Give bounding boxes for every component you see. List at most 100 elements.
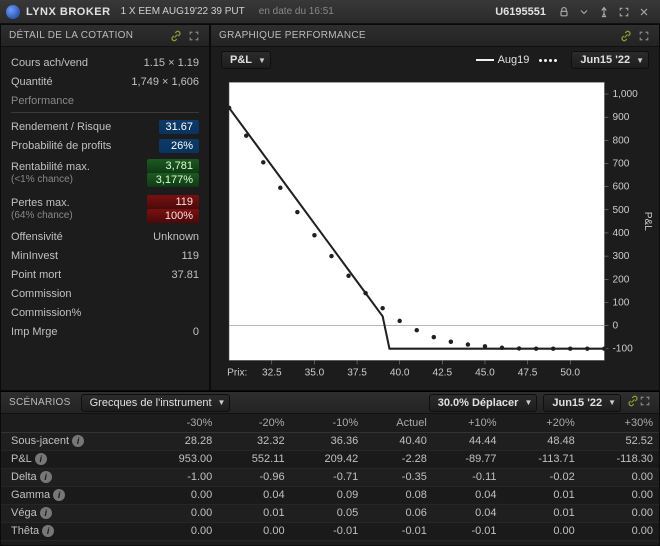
svg-text:40.0: 40.0: [390, 367, 410, 378]
bid-ask-label: Cours ach/vend: [11, 57, 88, 69]
table-cell: 0.04: [433, 504, 503, 522]
row-label: Thêtai: [1, 522, 145, 540]
table-cell: 52.52: [581, 432, 659, 450]
svg-text:-100: -100: [612, 344, 633, 355]
table-cell: -0.02: [503, 468, 581, 486]
table-header: +10%: [433, 414, 503, 432]
table-cell: 0.09: [291, 486, 365, 504]
date-dropdown[interactable]: Jun15 '22▼: [571, 51, 649, 69]
row-label: P&Li: [1, 450, 145, 468]
link-icon[interactable]: [627, 395, 639, 410]
table-cell: 40.40: [364, 432, 433, 450]
row-label: Végai: [1, 504, 145, 522]
table-cell: 0.01: [218, 504, 290, 522]
table-header: +20%: [503, 414, 581, 432]
svg-text:47.5: 47.5: [518, 367, 538, 378]
perf-value: 26%: [159, 139, 199, 153]
info-icon[interactable]: i: [40, 507, 52, 519]
svg-text:500: 500: [612, 205, 629, 216]
perf-value: 119: [181, 250, 199, 262]
pnl-chart: 1,0009008007006005004003002001000-100P&L…: [217, 73, 653, 390]
quantity-value: 1,749 × 1,606: [131, 76, 199, 88]
pin-icon[interactable]: [596, 4, 612, 20]
lock-icon[interactable]: [556, 4, 572, 20]
table-cell: 0.00: [503, 522, 581, 540]
table-cell: 0.06: [364, 504, 433, 522]
table-cell: 32.32: [218, 432, 290, 450]
table-cell: 0.00: [145, 504, 219, 522]
timestamp-label: en date du 16:51: [259, 6, 334, 17]
info-icon[interactable]: i: [42, 525, 54, 537]
svg-text:35.0: 35.0: [305, 367, 325, 378]
series-dropdown[interactable]: P&L▼: [221, 51, 271, 69]
table-header: -20%: [218, 414, 290, 432]
table-header: -30%: [145, 414, 219, 432]
link-icon[interactable]: [619, 29, 633, 43]
panel-expand-icon[interactable]: [187, 29, 201, 43]
svg-text:Prix:: Prix:: [227, 367, 247, 378]
table-cell: 0.00: [581, 522, 659, 540]
table-row: P&Li953.00552.11209.42-2.28-89.77-113.71…: [1, 450, 659, 468]
table-row: Thêtai0.000.00-0.01-0.01-0.010.000.00: [1, 522, 659, 540]
move-dropdown[interactable]: 30.0% Déplacer▼: [429, 394, 538, 412]
table-header: +30%: [581, 414, 659, 432]
perf-value: 0: [193, 326, 199, 338]
panel-expand-icon[interactable]: [639, 395, 651, 410]
greeks-dropdown[interactable]: Grecques de l'instrument▼: [81, 394, 231, 412]
row-label: Sous-jacenti: [1, 432, 145, 450]
table-cell: 0.01: [503, 504, 581, 522]
table-cell: 209.42: [291, 450, 365, 468]
table-header: Actuel: [364, 414, 433, 432]
scenarios-table: -30%-20%-10%Actuel+10%+20%+30%Sous-jacen…: [1, 414, 659, 541]
expand-icon[interactable]: [616, 4, 632, 20]
scenarios-title: SCÉNARIOS: [9, 397, 71, 408]
scenario-date-dropdown[interactable]: Jun15 '22▼: [543, 394, 621, 412]
chart-panel-title: GRAPHIQUE PERFORMANCE: [219, 30, 366, 41]
info-icon[interactable]: i: [72, 435, 84, 447]
table-row: Deltai-1.00-0.96-0.71-0.35-0.11-0.020.00: [1, 468, 659, 486]
table-cell: -2.28: [364, 450, 433, 468]
perf-row: Point mort37.81: [11, 265, 199, 284]
svg-text:200: 200: [612, 274, 629, 285]
table-cell: -0.96: [218, 468, 290, 486]
svg-text:50.0: 50.0: [560, 367, 580, 378]
table-cell: 28.28: [145, 432, 219, 450]
table-cell: 0.04: [218, 486, 290, 504]
perf-label: Point mort: [11, 269, 61, 281]
legend-dotted: [539, 59, 561, 62]
legend-solid: Aug19: [476, 54, 530, 66]
panel-expand-icon[interactable]: [637, 29, 651, 43]
perf-value: Unknown: [153, 231, 199, 243]
table-cell: -118.30: [581, 450, 659, 468]
instrument-label: 1 X EEM AUG19'22 39 PUT: [121, 6, 245, 17]
table-header: [1, 414, 145, 432]
table-cell: -1.00: [145, 468, 219, 486]
svg-text:37.5: 37.5: [347, 367, 367, 378]
close-icon[interactable]: [636, 4, 652, 20]
svg-text:300: 300: [612, 251, 629, 262]
chevron-down-icon[interactable]: [576, 4, 592, 20]
perf-label: MinInvest: [11, 250, 58, 262]
svg-text:800: 800: [612, 135, 629, 146]
info-icon[interactable]: i: [35, 453, 47, 465]
table-cell: 0.01: [503, 486, 581, 504]
table-cell: -113.71: [503, 450, 581, 468]
info-icon[interactable]: i: [40, 471, 52, 483]
table-cell: 0.00: [581, 486, 659, 504]
perf-label: Imp Mrge: [11, 326, 57, 338]
svg-text:42.5: 42.5: [432, 367, 452, 378]
bid-ask-value: 1.15 × 1.19: [144, 57, 199, 69]
svg-text:400: 400: [612, 228, 629, 239]
table-cell: 0.04: [433, 486, 503, 504]
table-cell: 0.08: [364, 486, 433, 504]
table-cell: 0.05: [291, 504, 365, 522]
link-icon[interactable]: [169, 29, 183, 43]
table-cell: 0.00: [145, 522, 219, 540]
svg-text:900: 900: [612, 112, 629, 123]
perf-label: Offensivité: [11, 231, 63, 243]
table-cell: -0.01: [364, 522, 433, 540]
table-cell: -0.35: [364, 468, 433, 486]
perf-row: Commission: [11, 284, 199, 303]
table-cell: 48.48: [503, 432, 581, 450]
info-icon[interactable]: i: [53, 489, 65, 501]
